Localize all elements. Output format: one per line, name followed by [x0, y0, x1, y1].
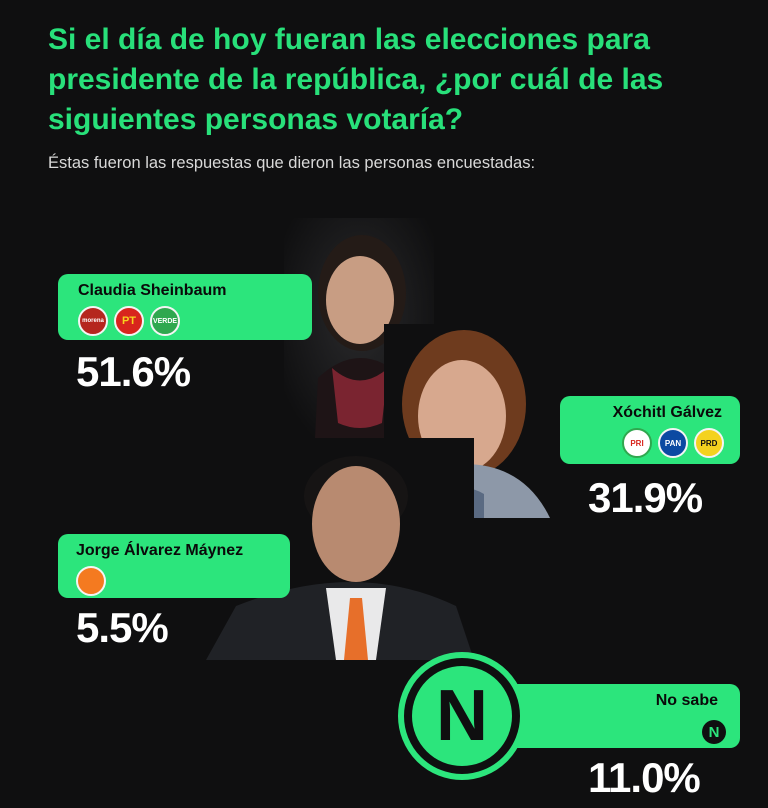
- sheinbaum-name: Claudia Sheinbaum: [78, 282, 227, 299]
- morena-logo: morena: [78, 306, 108, 336]
- galvez-pill: Xóchitl Gálvez PRI PAN PRD: [560, 396, 740, 464]
- maynez-percent: 5.5%: [76, 604, 169, 651]
- pri-logo: PRI: [622, 428, 652, 458]
- maynez-photo: [206, 438, 474, 660]
- galvez-percent: 31.9%: [588, 474, 703, 521]
- maynez-pill: Jorge Álvarez Máynez: [58, 534, 290, 598]
- n-logo-icon: N: [398, 652, 526, 780]
- prd-logo: PRD: [694, 428, 724, 458]
- maynez-name: Jorge Álvarez Máynez: [76, 542, 244, 559]
- sheinbaum-pill: Claudia Sheinbaum morena PT VERDE: [58, 274, 312, 340]
- n-small-icon: N: [702, 720, 726, 744]
- pt-logo: PT: [114, 306, 144, 336]
- sheinbaum-percent: 51.6%: [76, 348, 191, 395]
- page-title: Si el día de hoy fueran las elecciones p…: [48, 23, 664, 136]
- mc-logo: [76, 566, 106, 596]
- verde-logo: VERDE: [150, 306, 180, 336]
- no-sabe-percent: 11.0%: [588, 754, 701, 801]
- galvez-name: Xóchitl Gálvez: [612, 404, 722, 421]
- page-subtitle: Éstas fueron las respuestas que dieron l…: [48, 154, 536, 172]
- pan-logo: PAN: [658, 428, 688, 458]
- n-logo-letter: N: [412, 666, 512, 766]
- no-sabe-name: No sabe: [655, 692, 718, 709]
